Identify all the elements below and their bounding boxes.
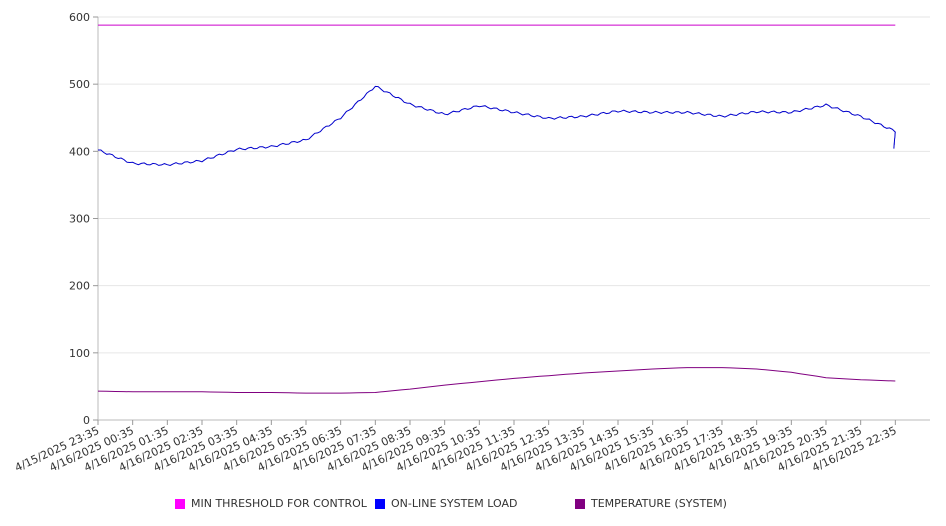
legend-item-temperature-system[interactable]: TEMPERATURE (SYSTEM)	[575, 497, 727, 510]
legend-label: TEMPERATURE (SYSTEM)	[591, 497, 727, 510]
y-axis-ticks: 0 100 200 300 400 500 600	[69, 11, 98, 427]
temperature-system-line	[97, 367, 896, 394]
legend: MIN THRESHOLD FOR CONTROL ON-LINE SYSTEM…	[0, 497, 946, 515]
legend-swatch	[575, 498, 585, 509]
legend-swatch	[375, 498, 385, 509]
grid-lines	[98, 16, 930, 354]
legend-label: ON-LINE SYSTEM LOAD	[391, 497, 518, 510]
on-line-system-load-line	[98, 85, 896, 167]
y-tick-label: 600	[69, 11, 90, 24]
legend-swatch	[175, 498, 185, 509]
y-tick-label: 0	[83, 414, 90, 427]
legend-item-online-system-load[interactable]: ON-LINE SYSTEM LOAD	[375, 497, 517, 510]
y-tick-label: 200	[69, 280, 90, 293]
legend-item-min-threshold[interactable]: MIN THRESHOLD FOR CONTROL	[175, 497, 367, 510]
series-lines	[97, 24, 896, 394]
y-tick-label: 100	[69, 347, 90, 360]
y-tick-label: 500	[69, 78, 90, 91]
x-axis-ticks: 4/15/2025 23:354/16/2025 00:354/16/2025 …	[13, 420, 899, 474]
y-tick-label: 400	[69, 145, 90, 158]
y-tick-label: 300	[69, 213, 90, 226]
legend-label: MIN THRESHOLD FOR CONTROL	[191, 497, 367, 510]
